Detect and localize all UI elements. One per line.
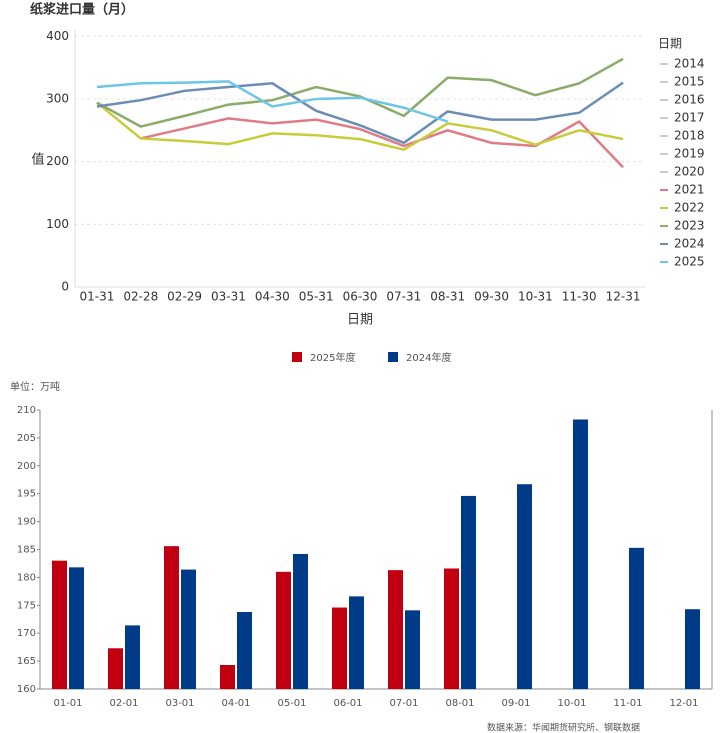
series-line (96, 101, 624, 152)
legend-marker (388, 352, 398, 362)
bar (69, 567, 84, 689)
x-tick-label: 10-31 (518, 290, 553, 304)
y-tick-label: 175 (17, 600, 36, 611)
bar (461, 495, 476, 689)
legend-label: 2019 (674, 147, 705, 161)
y-tick-label: 400 (46, 29, 69, 43)
y-tick-label: 300 (46, 91, 69, 105)
x-tick-label: 02-28 (123, 290, 158, 304)
legend-label: 2015 (674, 75, 705, 89)
bar (444, 568, 459, 689)
legend-label: 2014 (674, 57, 705, 71)
legend-label: 2020 (674, 165, 705, 179)
x-tick-label: 12-31 (606, 290, 641, 304)
y-tick-label: 195 (17, 489, 36, 500)
bar (293, 553, 308, 689)
y-tick-label: 200 (17, 461, 36, 472)
x-tick-label: 07-31 (386, 290, 421, 304)
chart-title: 纸浆进口量（月） (30, 2, 134, 18)
y-tick-label: 210 (17, 405, 36, 416)
x-tick-label: 09-01 (501, 698, 530, 709)
x-tick-label: 05-01 (277, 698, 306, 709)
bar (181, 569, 196, 689)
bar (220, 665, 235, 689)
y-tick-label: 180 (17, 572, 36, 583)
bar (517, 484, 532, 689)
y-tick-label: 0 (61, 280, 69, 294)
bar (388, 570, 403, 689)
bar (52, 560, 67, 689)
legend-label: 2016 (674, 93, 705, 107)
y-tick-label: 190 (17, 517, 36, 528)
source: 数据来源：华闻期货研究所、钢联数据 (487, 722, 640, 733)
x-tick-label: 08-01 (445, 698, 474, 709)
bar (125, 625, 140, 689)
x-tick-label: 06-30 (343, 290, 378, 304)
legend-label: 2025年度 (310, 351, 355, 364)
legend-label: 2024 (674, 237, 705, 251)
x-tick-label: 09-30 (474, 290, 509, 304)
x-tick-label: 03-01 (165, 698, 194, 709)
y-tick-label: 185 (17, 545, 36, 556)
x-tick-label: 10-01 (557, 698, 586, 709)
x-tick-label: 12-01 (669, 698, 698, 709)
x-tick-label: 07-01 (389, 698, 418, 709)
y-tick-label: 100 (46, 217, 69, 231)
legend-label: 2018 (674, 129, 705, 143)
bar (108, 648, 123, 689)
legend-label: 2017 (674, 111, 705, 125)
legend-title: 日期 (658, 37, 682, 51)
legend-label: 2021 (674, 183, 705, 197)
bar (629, 547, 644, 689)
x-tick-label: 02-01 (109, 698, 138, 709)
x-tick-label: 03-31 (211, 290, 246, 304)
bar (237, 611, 252, 689)
bar (685, 609, 700, 689)
x-tick-label: 02-29 (167, 290, 202, 304)
y-tick-label: 200 (46, 154, 69, 168)
bar (349, 596, 364, 689)
y-axis-label: 值 (31, 152, 44, 168)
bar (332, 607, 347, 689)
unit-label: 单位：万吨 (10, 380, 60, 393)
series-line (96, 57, 624, 128)
series-line (96, 81, 624, 145)
x-axis-label: 日期 (347, 313, 373, 328)
y-tick-label: 170 (17, 628, 36, 639)
x-tick-label: 11-30 (562, 290, 597, 304)
x-tick-label: 01-31 (79, 290, 114, 304)
bar (276, 571, 291, 689)
y-tick-label: 205 (17, 433, 36, 444)
legend-label: 2023 (674, 219, 705, 233)
x-tick-label: 04-01 (221, 698, 250, 709)
legend-label: 2022 (674, 201, 705, 215)
x-tick-label: 05-31 (299, 290, 334, 304)
legend-marker (292, 352, 302, 362)
legend-label: 2024年度 (406, 351, 451, 364)
series-line (96, 80, 449, 123)
bar (573, 419, 588, 689)
bar (405, 610, 420, 689)
x-tick-label: 01-01 (53, 698, 82, 709)
x-tick-label: 06-01 (333, 698, 362, 709)
x-tick-label: 11-01 (613, 698, 642, 709)
y-tick-label: 160 (17, 684, 36, 695)
bar (164, 546, 179, 689)
x-tick-label: 04-30 (255, 290, 290, 304)
x-tick-label: 08-31 (430, 290, 465, 304)
y-tick-label: 165 (17, 656, 36, 667)
legend-label: 2025 (674, 255, 705, 269)
